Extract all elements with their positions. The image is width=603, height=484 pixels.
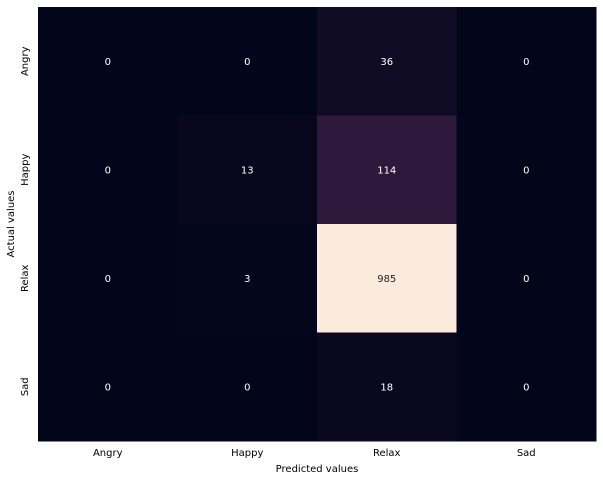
- cell-value-label: 0: [523, 274, 529, 285]
- x-tick-labels: Angry Happy Relax Sad: [93, 448, 536, 459]
- heatmap-cell-sad-relax: [317, 332, 457, 442]
- cell-value-label: 0: [523, 165, 529, 176]
- cell-value-label: 114: [377, 165, 396, 176]
- y-tick-label: Angry: [20, 46, 31, 76]
- heatmap-cell-sad-angry: [38, 332, 178, 442]
- y-tick-labels: Angry Happy Relax Sad: [20, 46, 31, 396]
- cell-value-label: 0: [105, 382, 111, 393]
- cell-value-label: 0: [105, 165, 111, 176]
- cell-value-label: 0: [105, 57, 111, 68]
- x-tick-label: Sad: [517, 448, 536, 459]
- heatmap-cell-angry-sad: [456, 7, 597, 116]
- x-axis-label: Predicted values: [276, 464, 359, 475]
- x-tick-label: Happy: [231, 448, 263, 459]
- heatmap-cell-happy-angry: [38, 115, 178, 225]
- cell-value-label: 36: [380, 57, 393, 68]
- cell-value-label: 985: [377, 274, 396, 285]
- cell-value-label: 0: [244, 382, 250, 393]
- cell-value-label: 18: [380, 382, 393, 393]
- heatmap-cell-relax-relax: [317, 224, 457, 333]
- heatmap-cell-relax-happy: [177, 224, 318, 333]
- y-axis-label: Actual values: [6, 190, 17, 257]
- heatmap-cell-happy-sad: [456, 115, 597, 225]
- heatmap-cell-happy-happy: [177, 115, 318, 225]
- y-tick-label: Happy: [20, 154, 31, 186]
- heatmap-cell-happy-relax: [317, 115, 457, 225]
- heatmap-cell-relax-sad: [456, 224, 597, 333]
- cell-value-label: 13: [241, 165, 254, 176]
- heatmap-cell-relax-angry: [38, 224, 178, 333]
- heatmap-cell-sad-happy: [177, 332, 318, 442]
- heatmap-cell-angry-angry: [38, 7, 178, 116]
- y-tick-label: Relax: [20, 264, 31, 292]
- x-tick-label: Relax: [373, 448, 401, 459]
- heatmap-cells: [38, 7, 597, 442]
- heatmap-cell-angry-happy: [177, 7, 318, 116]
- x-tick-label: Angry: [93, 448, 123, 459]
- cell-value-label: 0: [523, 57, 529, 68]
- heatmap-cell-sad-sad: [456, 332, 597, 442]
- cell-value-label: 0: [244, 57, 250, 68]
- cell-value-label: 3: [244, 274, 250, 285]
- y-tick-label: Sad: [20, 377, 31, 396]
- cell-value-label: 0: [105, 274, 111, 285]
- cell-annotations: 0 0 36 0 0 13 114 0 0 3 985 0 0 0 18 0: [105, 57, 530, 394]
- cell-value-label: 0: [523, 382, 529, 393]
- heatmap-cell-angry-relax: [317, 7, 457, 116]
